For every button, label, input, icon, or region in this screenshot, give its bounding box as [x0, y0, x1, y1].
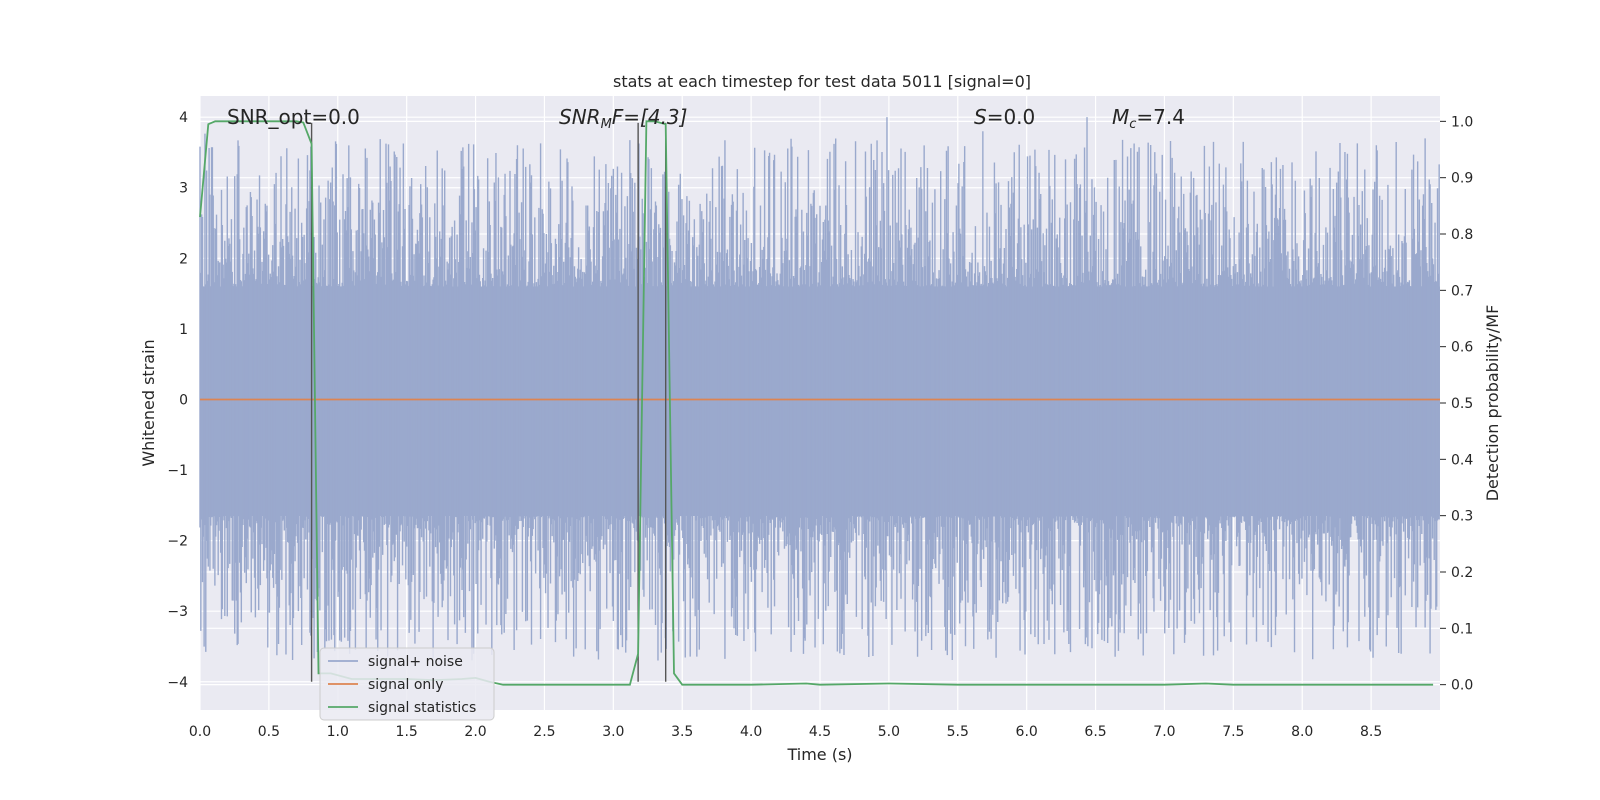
x-tick-labels: 0.0 0.5 1.0 1.5 2.0 2.5 3.0 3.5 4.0 4.5 5.0 5.5 6.0 6…	[189, 724, 1382, 740]
x-tick-label: 4.0	[740, 724, 762, 740]
y2-axis-label: Detection probability/MF	[1483, 305, 1502, 502]
chart-title: stats at each timestep for test data 501…	[613, 72, 1031, 91]
y2-tick-label: 0.6	[1451, 340, 1473, 356]
y2-tick-label: 0.9	[1451, 171, 1473, 187]
legend-label-signal-statistics: signal statistics	[368, 700, 476, 716]
x-tick-label: 6.5	[1084, 724, 1106, 740]
annotation-s-italic: S	[974, 105, 987, 129]
annotation-snr-mf-sub: M	[601, 117, 612, 132]
x-axis-label: Time (s)	[786, 745, 852, 764]
x-tick-label: 4.5	[809, 724, 831, 740]
y2-tick-label: 0.1	[1451, 621, 1473, 637]
annotation-s-rest: =0.0	[987, 105, 1036, 129]
y2-tick-label: 0.4	[1451, 452, 1473, 468]
x-tick-label: 2.5	[533, 724, 555, 740]
x-tick-label: 1.5	[396, 724, 418, 740]
y-tick-label: 2	[179, 251, 188, 267]
annotation-mc: Mc=7.4	[1112, 105, 1185, 132]
legend-label-signal-only: signal only	[368, 677, 443, 693]
x-tick-label: 8.5	[1360, 724, 1382, 740]
legend-box	[319, 647, 495, 721]
y-axis-label: Whitened strain	[139, 339, 158, 466]
y2-tick-label: 0.7	[1451, 283, 1473, 299]
x-tick-label: 0.5	[258, 724, 280, 740]
marker-vertical-lines	[310, 122, 667, 682]
x-tick-label: 3.0	[602, 724, 624, 740]
y-tick-label: 4	[179, 110, 188, 126]
y-tick-label: 1	[179, 322, 188, 338]
y-tick-label: −4	[167, 675, 188, 691]
y2-tick-label: 0.0	[1451, 678, 1473, 694]
y2-tick-label: 0.8	[1451, 227, 1473, 243]
y-tick-label: −2	[167, 534, 188, 550]
y2-tick-label: 1.0	[1451, 114, 1473, 130]
y2-tick-label: 0.5	[1451, 396, 1473, 412]
y2-tick-label: 0.2	[1451, 565, 1473, 581]
x-tick-label: 2.0	[464, 724, 486, 740]
annotation-snr-mf-rest: F=[4.3]	[612, 105, 688, 129]
annotation-snr-mf-main: SNR	[559, 105, 601, 129]
annotation-snr-mf: SNRMF=[4.3]	[559, 105, 687, 132]
x-tick-label: 1.0	[327, 724, 349, 740]
annotation-mc-main: M	[1112, 105, 1129, 129]
x-tick-label: 7.0	[1153, 724, 1175, 740]
x-tick-label: 3.5	[671, 724, 693, 740]
x-tick-label: 5.5	[947, 724, 969, 740]
legend-label-signal-noise: signal+ noise	[368, 654, 463, 670]
annotation-s: S=0.0	[974, 105, 1035, 129]
y-tick-labels: −4 −3 −2 −1 0 1 2 3 4	[167, 110, 188, 691]
annotation-mc-sub: c	[1129, 117, 1136, 132]
y2-tick-labels: 0.0 0.1 0.2 0.3 0.4 0.5 0.6 0.7 0.8 0.9 1.0	[1440, 114, 1473, 694]
y-tick-label: 3	[179, 181, 188, 197]
annotation-snr-opt: SNR_opt=0.0	[227, 105, 360, 129]
annotation-mc-rest: =7.4	[1136, 105, 1185, 129]
x-tick-label: 0.0	[189, 724, 211, 740]
legend: signal+ noise signal only signal statist…	[319, 647, 495, 721]
y2-tick-label: 0.3	[1451, 509, 1473, 525]
y-tick-label: −1	[167, 463, 188, 479]
series-signal-noise	[199, 117, 1440, 661]
y-tick-label: −3	[167, 604, 188, 620]
series-signal-statistics	[199, 120, 1434, 686]
x-tick-label: 8.0	[1291, 724, 1313, 740]
x-tick-label: 5.0	[878, 724, 900, 740]
y-tick-label: 0	[179, 392, 188, 408]
x-tick-label: 6.0	[1016, 724, 1038, 740]
x-tick-label: 7.5	[1222, 724, 1244, 740]
